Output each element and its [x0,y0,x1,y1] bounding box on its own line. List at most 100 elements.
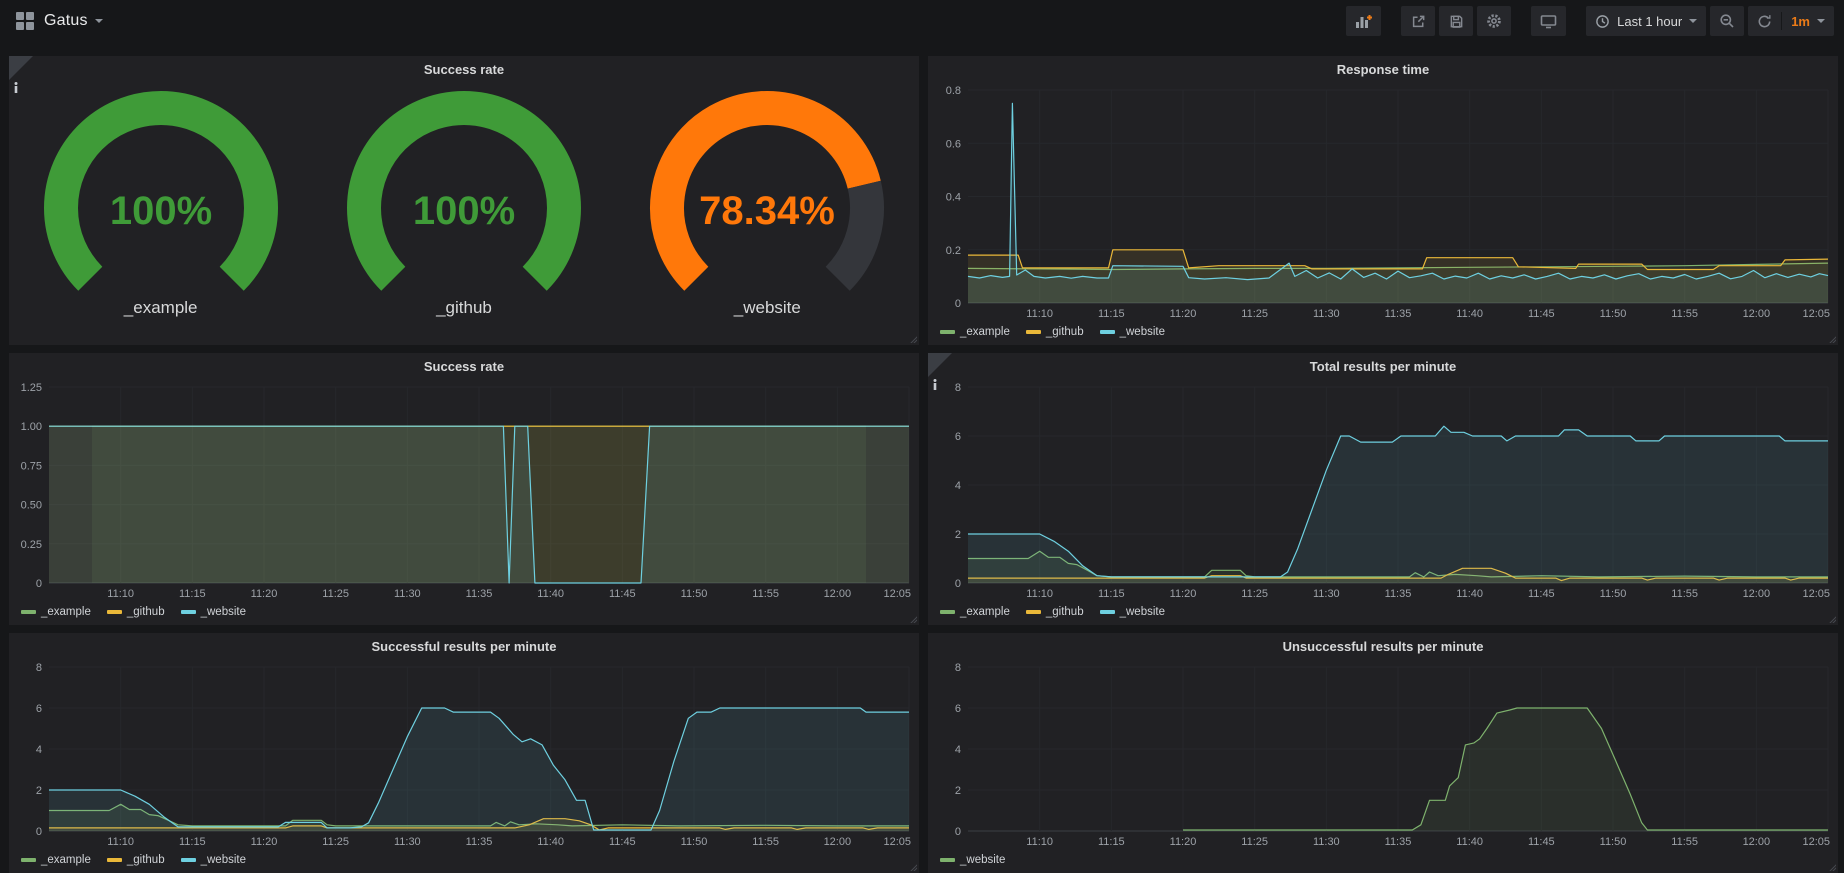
legend-item-website[interactable]: _website [1100,326,1165,338]
gauge-row: 100%_example100%_github78.34%_website [9,84,919,335]
chart-svg-response-time[interactable]: 0.80.60.40.2011:1011:1511:2011:2511:3011… [930,82,1836,321]
chart-legend: _website [940,850,1828,870]
chart-successful-results[interactable]: 8642011:1011:1511:2011:2511:3011:3511:40… [11,659,917,849]
legend-item-github[interactable]: _github [1026,606,1084,618]
legend-item-example[interactable]: _example [940,326,1010,338]
panel-info-corner[interactable] [928,353,952,377]
legend-label: _website [1120,326,1165,338]
zoom-out-button[interactable] [1710,6,1744,36]
legend-item-github[interactable]: _github [107,606,165,618]
zoom-out-icon [1719,13,1735,29]
svg-text:11:30: 11:30 [1313,308,1340,320]
svg-text:2: 2 [955,529,961,541]
gauge-value: 100% [110,189,212,233]
panel-resize-handle[interactable] [908,862,917,871]
chart-svg-success-rate[interactable]: 1.251.000.750.500.25011:1011:1511:2011:2… [11,379,917,601]
chart-legend: _example _github _website [21,602,909,622]
legend-item-website[interactable]: _website [940,854,1005,866]
svg-text:12:00: 12:00 [824,836,852,848]
chart-unsuccessful-results[interactable]: 8642011:1011:1511:2011:2511:3011:3511:40… [930,659,1836,849]
dashboard-title-dropdown[interactable]: Gatus [44,12,103,30]
svg-text:12:05: 12:05 [883,836,911,848]
svg-text:0.4: 0.4 [946,192,961,204]
panel-resize-handle[interactable] [1827,334,1836,343]
gauge-value: 100% [413,189,515,233]
svg-text:11:10: 11:10 [107,588,134,600]
share-button[interactable] [1401,6,1435,36]
gauge-arc: 100% [11,84,311,300]
panel-title[interactable]: Success rate [9,56,919,82]
legend-item-github[interactable]: _github [107,854,165,866]
legend-label: _github [1046,606,1084,618]
panel-info-corner[interactable] [9,56,33,80]
gauge-github: 100%_github [312,84,615,335]
panel-resize-handle[interactable] [908,334,917,343]
panel-success-rate-gauges: Success rate 100%_example100%_github78.3… [9,56,919,345]
panel-title[interactable]: Response time [928,56,1838,82]
chart-svg-unsuccessful-results-per-minute[interactable]: 8642011:1011:1511:2011:2511:3011:3511:40… [930,659,1836,849]
svg-text:12:05: 12:05 [1802,588,1830,600]
dashboard-title: Gatus [44,12,88,30]
legend-swatch [940,330,955,334]
legend-label: _example [960,326,1010,338]
legend-item-website[interactable]: _website [181,854,246,866]
settings-button[interactable] [1477,6,1511,36]
svg-text:11:40: 11:40 [537,836,564,848]
time-range-picker[interactable]: Last 1 hour [1586,6,1706,36]
svg-text:11:25: 11:25 [322,836,349,848]
chart-success-rate[interactable]: 1.251.000.750.500.25011:1011:1511:2011:2… [11,379,917,601]
chart-svg-successful-results-per-minute[interactable]: 8642011:1011:1511:2011:2511:3011:3511:40… [11,659,917,849]
legend-swatch [940,610,955,614]
svg-text:11:15: 11:15 [1098,588,1125,600]
save-button[interactable] [1439,6,1473,36]
chart-total-results[interactable]: 8642011:1011:1511:2011:2511:3011:3511:40… [930,379,1836,601]
gauge-value: 78.34% [699,189,835,233]
legend-item-website[interactable]: _website [1100,606,1165,618]
panel-title[interactable]: Successful results per minute [9,633,919,659]
legend-item-example[interactable]: _example [940,606,1010,618]
svg-text:11:45: 11:45 [1528,836,1555,848]
legend-label: _website [201,854,246,866]
chart-response-time[interactable]: 0.80.60.40.2011:1011:1511:2011:2511:3011… [930,82,1836,321]
chart-svg-total-results-per-minute[interactable]: 8642011:1011:1511:2011:2511:3011:3511:40… [930,379,1836,601]
svg-text:12:05: 12:05 [1802,308,1830,320]
cycle-view-button[interactable] [1531,6,1566,36]
svg-text:6: 6 [955,703,961,715]
dashboards-grid-icon[interactable] [16,12,34,30]
svg-text:11:30: 11:30 [1313,588,1340,600]
refresh-picker[interactable]: 1m [1748,6,1834,36]
legend-item-example[interactable]: _example [21,606,91,618]
svg-text:1.25: 1.25 [21,382,42,394]
panel-resize-handle[interactable] [908,614,917,623]
svg-text:11:45: 11:45 [609,836,636,848]
legend-item-example[interactable]: _example [21,854,91,866]
legend-label: _website [960,854,1005,866]
svg-text:4: 4 [955,480,961,492]
legend-item-website[interactable]: _website [181,606,246,618]
svg-text:11:25: 11:25 [1241,836,1268,848]
legend-label: _website [201,606,246,618]
refresh-icon [1757,14,1772,29]
panel-title[interactable]: Total results per minute [928,353,1838,379]
legend-swatch [1026,610,1041,614]
panel-resize-handle[interactable] [1827,862,1836,871]
svg-text:0.50: 0.50 [21,500,42,512]
svg-text:0: 0 [36,578,42,590]
panel-resize-handle[interactable] [1827,614,1836,623]
svg-text:11:40: 11:40 [1456,308,1483,320]
panel-successful-results: Successful results per minute 8642011:10… [9,633,919,873]
svg-text:11:30: 11:30 [1313,836,1340,848]
panel-title[interactable]: Success rate [9,353,919,379]
svg-text:8: 8 [955,382,961,394]
svg-text:0.6: 0.6 [946,138,961,150]
panel-title[interactable]: Unsuccessful results per minute [928,633,1838,659]
svg-text:12:05: 12:05 [883,588,911,600]
legend-swatch [181,610,196,614]
svg-text:6: 6 [955,431,961,443]
add-panel-button[interactable] [1346,6,1381,36]
refresh-interval-label: 1m [1791,14,1810,29]
svg-text:11:35: 11:35 [1385,308,1412,320]
svg-text:11:55: 11:55 [1671,836,1698,848]
legend-item-github[interactable]: _github [1026,326,1084,338]
svg-text:4: 4 [955,744,961,756]
